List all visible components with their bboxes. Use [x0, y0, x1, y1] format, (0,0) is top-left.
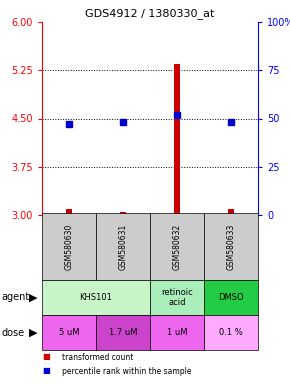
Text: GSM580633: GSM580633	[226, 223, 235, 270]
Text: 1.7 uM: 1.7 uM	[109, 328, 137, 337]
Text: dose: dose	[1, 328, 25, 338]
Text: GSM580630: GSM580630	[64, 223, 73, 270]
Text: 5 uM: 5 uM	[59, 328, 79, 337]
Title: GDS4912 / 1380330_at: GDS4912 / 1380330_at	[85, 8, 215, 19]
Text: ■: ■	[42, 353, 50, 361]
Text: ▶: ▶	[29, 293, 38, 303]
Text: retinoic
acid: retinoic acid	[161, 288, 193, 307]
Text: transformed count: transformed count	[62, 353, 134, 361]
Bar	[228, 209, 234, 215]
Text: GSM580631: GSM580631	[119, 223, 128, 270]
Text: 0.1 %: 0.1 %	[219, 328, 243, 337]
Bar	[174, 64, 180, 215]
Text: percentile rank within the sample: percentile rank within the sample	[62, 366, 192, 376]
Bar	[120, 212, 126, 215]
Text: GSM580632: GSM580632	[173, 223, 182, 270]
Text: 1 uM: 1 uM	[167, 328, 187, 337]
Text: ▶: ▶	[29, 328, 38, 338]
Text: DMSO: DMSO	[218, 293, 244, 302]
Text: KHS101: KHS101	[79, 293, 113, 302]
Text: agent: agent	[1, 293, 30, 303]
Bar	[66, 209, 72, 215]
Text: ■: ■	[42, 366, 50, 376]
